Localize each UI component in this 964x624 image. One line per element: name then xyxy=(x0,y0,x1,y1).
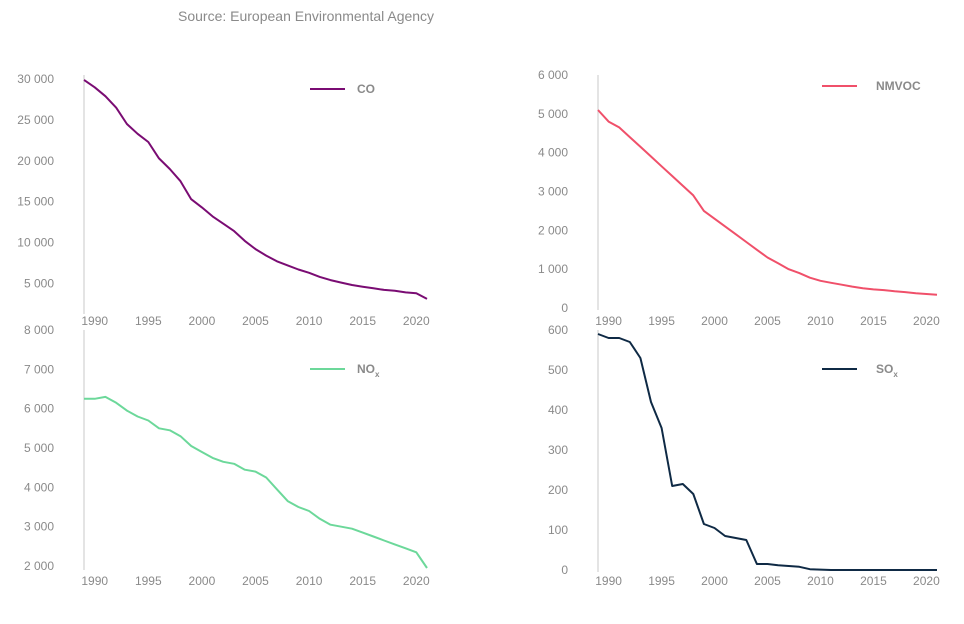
x-tick-label: 1995 xyxy=(648,314,675,328)
y-tick-label: 1 000 xyxy=(538,262,568,276)
x-tick-label: 2015 xyxy=(349,574,376,588)
y-tick-label: 15 000 xyxy=(17,195,54,209)
series-line-nmvoc xyxy=(597,109,938,296)
y-tick-label: 4 000 xyxy=(24,480,54,494)
x-tick-label: 2005 xyxy=(754,574,781,588)
x-tick-label: 2015 xyxy=(860,574,887,588)
y-tick-label: 3 000 xyxy=(538,185,568,199)
series-line-nox xyxy=(84,395,428,569)
x-tick-label: 2010 xyxy=(807,314,834,328)
y-tick-label: 4 000 xyxy=(538,146,568,160)
y-tick-label: 100 xyxy=(548,523,568,537)
x-tick-label: 2020 xyxy=(403,574,430,588)
y-tick-label: 6 000 xyxy=(24,402,54,416)
y-tick-label: 500 xyxy=(548,363,568,377)
y-tick-label: 400 xyxy=(548,403,568,417)
x-tick-label: 2000 xyxy=(189,574,216,588)
chart-panel-nox: 2 000 3 000 4 000 5 000 6 000 7 000 8 000 1990 1… xyxy=(24,323,430,588)
y-tick-label: 3 000 xyxy=(24,520,54,534)
y-tick-label: 600 xyxy=(548,323,568,337)
series-line-co xyxy=(83,79,428,300)
y-tick-label: 0 xyxy=(561,301,568,315)
legend-label: SOx xyxy=(876,362,898,379)
x-tick-label: 1990 xyxy=(595,314,622,328)
y-tick-label: 5 000 xyxy=(24,276,54,290)
chart-panel-nmvoc: 0 1 000 2 000 3 000 4 000 5 000 6 000 1990 1995 2… xyxy=(538,68,940,328)
y-tick-label: 0 xyxy=(561,563,568,577)
y-tick-label: 30 000 xyxy=(17,72,54,86)
x-tick-label: 2000 xyxy=(701,314,728,328)
y-tick-label: 2 000 xyxy=(538,223,568,237)
x-tick-label: 2015 xyxy=(349,314,376,328)
x-tick-label: 2020 xyxy=(403,314,430,328)
x-tick-label: 2010 xyxy=(807,574,834,588)
y-tick-label: 25 000 xyxy=(17,113,54,127)
x-tick-label: 1995 xyxy=(135,574,162,588)
x-tick-label: 1990 xyxy=(81,314,108,328)
y-tick-label: 5 000 xyxy=(538,107,568,121)
y-tick-label: 8 000 xyxy=(24,323,54,337)
y-tick-label: 300 xyxy=(548,443,568,457)
legend-label: NOx xyxy=(357,362,380,379)
legend-label: CO xyxy=(357,82,375,96)
chart-panel-co: 5 000 10 000 15 000 20 000 25 000 30 000 1990 1… xyxy=(17,72,430,328)
y-tick-label: 10 000 xyxy=(17,236,54,250)
y-tick-label: 2 000 xyxy=(24,559,54,573)
x-tick-label: 1995 xyxy=(648,574,675,588)
x-tick-label: 2005 xyxy=(242,574,269,588)
x-tick-label: 1990 xyxy=(595,574,622,588)
x-tick-label: 2020 xyxy=(913,574,940,588)
x-tick-label: 1995 xyxy=(135,314,162,328)
x-tick-label: 2010 xyxy=(296,574,323,588)
y-tick-label: 6 000 xyxy=(538,68,568,82)
x-tick-label: 2005 xyxy=(242,314,269,328)
x-tick-label: 2010 xyxy=(296,314,323,328)
x-tick-label: 2015 xyxy=(860,314,887,328)
y-tick-label: 5 000 xyxy=(24,441,54,455)
x-tick-label: 2005 xyxy=(754,314,781,328)
x-tick-label: 2020 xyxy=(913,314,940,328)
y-tick-label: 20 000 xyxy=(17,154,54,168)
chart-panel-sox: 0 100 200 300 400 500 600 1990 1995 2000 2005 2010 2… xyxy=(548,323,940,588)
y-tick-label: 200 xyxy=(548,483,568,497)
legend-label: NMVOC xyxy=(876,79,921,93)
series-line-sox xyxy=(597,333,937,571)
x-tick-label: 2000 xyxy=(701,574,728,588)
source-caption: Source: European Environmental Agency xyxy=(178,8,435,24)
x-tick-label: 2000 xyxy=(189,314,216,328)
y-tick-label: 7 000 xyxy=(24,362,54,376)
x-tick-label: 1990 xyxy=(81,574,108,588)
